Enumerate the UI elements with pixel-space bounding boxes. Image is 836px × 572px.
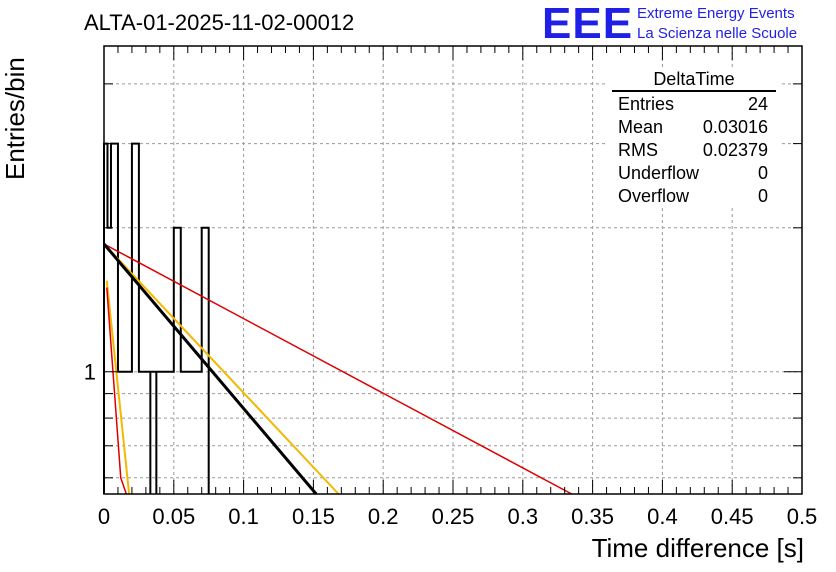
stats-box: DeltaTime Entries 24 Mean 0.03016 RMS 0.… (608, 68, 780, 208)
stats-label: Overflow (618, 186, 690, 206)
stats-label: Underflow (618, 163, 700, 183)
stats-value: 0 (757, 186, 768, 206)
fit-orange-steep (105, 280, 131, 495)
x-tick-label: 0.45 (711, 504, 754, 529)
x-tick-label: 0.1 (228, 504, 259, 529)
x-tick-label: 0.15 (292, 504, 335, 529)
fit-black (102, 243, 318, 495)
fit-red-long (103, 243, 573, 495)
x-tick-label: 0.05 (152, 504, 195, 529)
eee-tagline-1: Extreme Energy Events (637, 5, 795, 22)
x-axis-label: Time difference [s] (591, 533, 804, 563)
stats-row-overflow: Overflow 0 (608, 185, 780, 208)
x-tick-label: 0 (98, 504, 110, 529)
eee-logo: EEE (542, 0, 634, 48)
stats-row-entries: Entries 24 (608, 93, 780, 116)
stats-label: Mean (618, 117, 664, 137)
fit-orange (103, 243, 340, 495)
stats-row-underflow: Underflow 0 (608, 162, 780, 185)
stats-label: Entries (618, 94, 675, 114)
fit-red-steep (106, 287, 128, 495)
eee-tagline-2: La Scienza nelle Scuole (637, 25, 798, 42)
x-tick-label: 0.4 (647, 504, 678, 529)
chart-title: ALTA-01-2025-11-02-00012 (84, 10, 355, 35)
x-tick-label: 0.35 (571, 504, 614, 529)
x-tick-label: 0.2 (368, 504, 399, 529)
stats-label: RMS (618, 140, 658, 160)
x-tick-label: 0.3 (508, 504, 539, 529)
x-tick-label: 0.5 (787, 504, 818, 529)
stats-value: 24 (747, 94, 768, 114)
stats-title: DeltaTime (612, 68, 776, 92)
stats-value: 0.03016 (702, 117, 768, 137)
stats-value: 0.02379 (702, 140, 768, 160)
stats-row-rms: RMS 0.02379 (608, 139, 780, 162)
stats-value: 0 (757, 163, 768, 183)
x-tick-label: 0.25 (432, 504, 475, 529)
y-tick-label: 1 (84, 360, 96, 385)
y-axis-label: Entries/bin (0, 57, 30, 180)
stats-row-mean: Mean 0.03016 (608, 116, 780, 139)
